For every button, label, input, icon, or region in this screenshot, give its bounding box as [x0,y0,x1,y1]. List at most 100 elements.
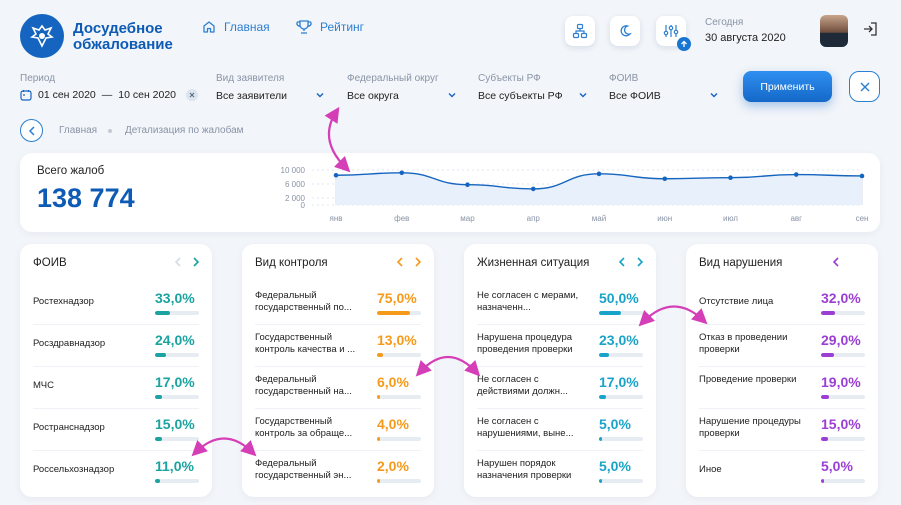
chevron-left-icon[interactable] [618,257,626,267]
list-item[interactable]: Ространснадзор 15,0% [20,409,212,451]
x-tick-label: июн [657,214,672,223]
list-item[interactable]: Росздравнадзор 24,0% [20,325,212,367]
chevron-left-icon[interactable] [396,257,404,267]
apply-button[interactable]: Применить [743,71,832,102]
app-title-line-2: обжалование [73,36,173,53]
list-item-label: Ространснадзор [33,422,105,433]
y-tick-label: 2 000 [285,194,306,203]
back-button[interactable] [20,119,43,142]
period-to[interactable]: 10 сен 2020 [118,89,177,101]
list-item[interactable]: МЧС 17,0% [20,367,212,409]
list-item[interactable]: Не согласен с мерами, назначенн... 50,0% [464,283,656,325]
chart-point[interactable] [662,176,668,182]
panel-violation-type: Вид нарушения Отсутствие лица 32,0% Отказ в… [686,244,878,497]
list-item[interactable]: Не согласен с действиями должн... 17,0% [464,367,656,409]
list-item[interactable]: Федеральный государственный по... 75,0% [242,283,434,325]
divider [699,408,865,409]
panel-title: Жизненная ситуация [477,257,590,269]
chevron-right-icon[interactable] [192,257,200,267]
close-icon [860,82,869,91]
chart-point[interactable] [465,182,470,187]
divider [255,366,421,367]
list-item[interactable]: Государственный контроль за обраще... 4,0… [242,409,434,451]
logout-button[interactable] [862,21,878,42]
total-label: Всего жалоб [37,165,105,177]
list-item[interactable]: Проведение проверки 19,0% [686,367,878,409]
panel-pager [832,257,840,267]
divider [477,408,643,409]
list-item-percent: 2,0% [377,458,409,474]
chevron-down-icon[interactable] [447,90,457,100]
progress-bar [377,479,421,483]
district-select[interactable]: Все округа [347,90,399,102]
chart-point[interactable] [793,172,799,177]
progress-bar-fill [155,353,166,357]
x-tick-label: фев [394,214,409,223]
app-title[interactable]: Досудебное обжалование [73,21,193,53]
progress-bar [155,395,199,399]
period-range[interactable]: 01 сен 2020 — 10 сен 2020 [20,89,199,101]
reset-filters-button[interactable] [849,71,880,102]
list-item[interactable]: Федеральный государственный эн... 2,0% [242,451,434,493]
structure-button[interactable] [565,16,595,46]
list-item[interactable]: Нарушена процедура проведения проверки 23… [464,325,656,367]
chevron-right-icon[interactable] [636,257,644,267]
progress-bar [599,353,643,357]
progress-bar-fill [821,437,828,441]
clear-period-button[interactable] [186,89,199,101]
chart-point[interactable] [399,170,405,176]
foiv-select[interactable]: Все ФОИВ [609,90,661,102]
period-from[interactable]: 01 сен 2020 [38,89,96,101]
progress-bar [377,353,421,357]
avatar[interactable] [820,15,848,47]
list-item[interactable]: Нарушен порядок назначения проверки 5,0% [464,451,656,493]
night-mode-button[interactable] [610,16,640,46]
list-item[interactable]: Россельхознадзор 11,0% [20,451,212,493]
progress-bar [821,311,865,315]
list-item[interactable]: Отказ в проведении проверки 29,0% [686,325,878,367]
applicant-select[interactable]: Все заявители [216,90,287,102]
eagle-emblem-icon[interactable] [20,14,64,58]
nav-main[interactable]: Главная [202,20,270,34]
chart-point[interactable] [859,173,865,179]
progress-bar-fill [155,395,163,399]
chart-point[interactable] [530,186,536,192]
subjects-select[interactable]: Все субъекты РФ [478,90,563,102]
header: Досудебное обжалование Главная Рейтинг С… [0,0,901,64]
progress-bar [821,395,865,399]
list-item[interactable]: Иное 5,0% [686,451,878,493]
list-item-label: Не согласен с мерами, назначенн... [477,290,579,313]
chart-point[interactable] [596,171,602,177]
divider [699,366,865,367]
breadcrumb-separator [108,129,112,133]
progress-bar-fill [377,395,380,399]
sliders-icon [663,25,679,37]
chevron-right-icon[interactable] [414,257,422,267]
breadcrumb-home[interactable]: Главная [59,125,98,136]
chevron-left-icon[interactable] [174,257,182,267]
divider [33,450,199,451]
chevron-down-icon[interactable] [578,90,588,100]
chart-point[interactable] [333,172,339,178]
period-label: Период [20,73,56,84]
chart-point[interactable] [728,175,733,180]
chevron-down-icon[interactable] [315,90,325,100]
nav-rating-label: Рейтинг [320,20,365,34]
list-item[interactable]: Нарушение процедуры проверки 15,0% [686,409,878,451]
chevron-left-icon[interactable] [832,257,840,267]
list-item-percent: 5,0% [821,458,853,474]
list-item[interactable]: Не согласен с нарушениями, выне... 5,0% [464,409,656,451]
nav-rating[interactable]: Рейтинг [296,20,364,34]
panel-control-type: Вид контроля Федеральный государственный … [242,244,434,497]
chevron-down-icon[interactable] [709,90,719,100]
list-item[interactable]: Государственный контроль качества и ... 1… [242,325,434,367]
settings-sliders-button[interactable] [656,16,691,51]
progress-bar [155,479,199,483]
list-item[interactable]: Федеральный государственный на... 6,0% [242,367,434,409]
list-item[interactable]: Отсутствие лица 32,0% [686,283,878,325]
list-item-percent: 23,0% [599,332,639,348]
list-item[interactable]: Ростехнадзор 33,0% [20,283,212,325]
divider [255,408,421,409]
y-tick-label: 10 000 [281,166,306,175]
list-item-label: Государственный контроль качества и ... [255,332,356,355]
